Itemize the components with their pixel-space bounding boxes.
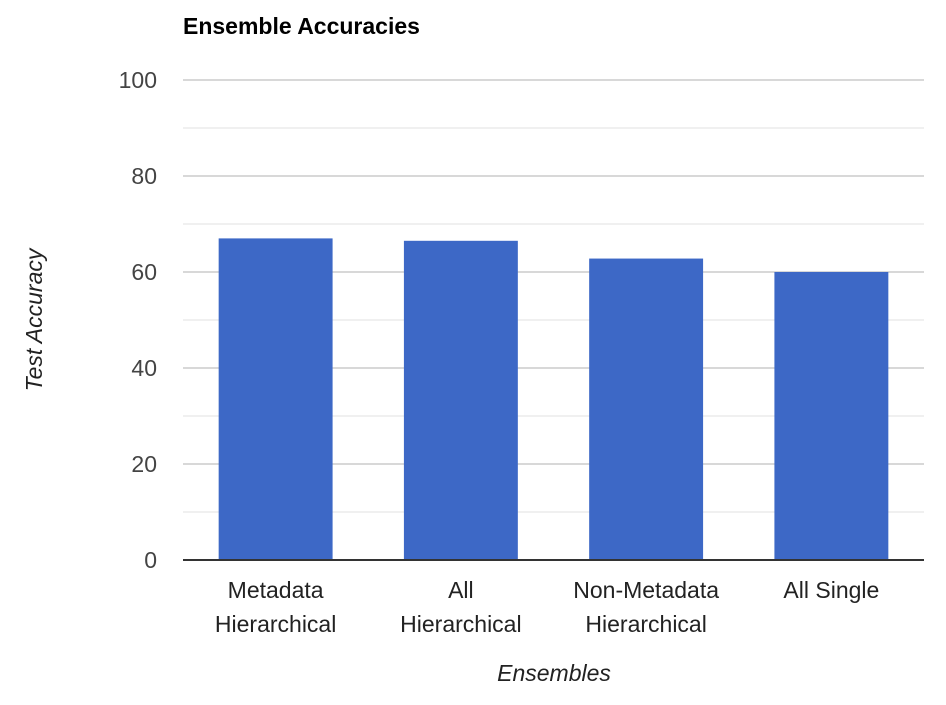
- x-category-label: All Hierarchical: [400, 577, 521, 637]
- x-axis-category-labels: Metadata Hierarchical All Hierarchical Non-M…: [215, 577, 879, 637]
- x-category-label: Metadata Hierarchical: [215, 577, 336, 637]
- x-category-label: Non-Metadata Hierarchical: [573, 577, 719, 637]
- y-tick-label: 60: [131, 259, 157, 285]
- y-tick-label: 0: [144, 547, 157, 573]
- y-tick-label: 100: [119, 67, 157, 93]
- x-axis-title: Ensembles: [497, 660, 611, 686]
- y-tick-label: 80: [131, 163, 157, 189]
- bar: [218, 238, 333, 560]
- y-tick-label: 20: [131, 451, 157, 477]
- bar: [589, 258, 704, 560]
- bar: [774, 272, 889, 560]
- x-category-label: All Single: [783, 577, 879, 603]
- y-axis-tick-labels: 0 20 40 60 80 100: [119, 67, 157, 573]
- bar: [403, 240, 518, 561]
- chart-title: Ensemble Accuracies: [183, 13, 420, 39]
- y-axis-title: Test Accuracy: [21, 247, 47, 391]
- y-tick-label: 40: [131, 355, 157, 381]
- bars: [218, 238, 889, 561]
